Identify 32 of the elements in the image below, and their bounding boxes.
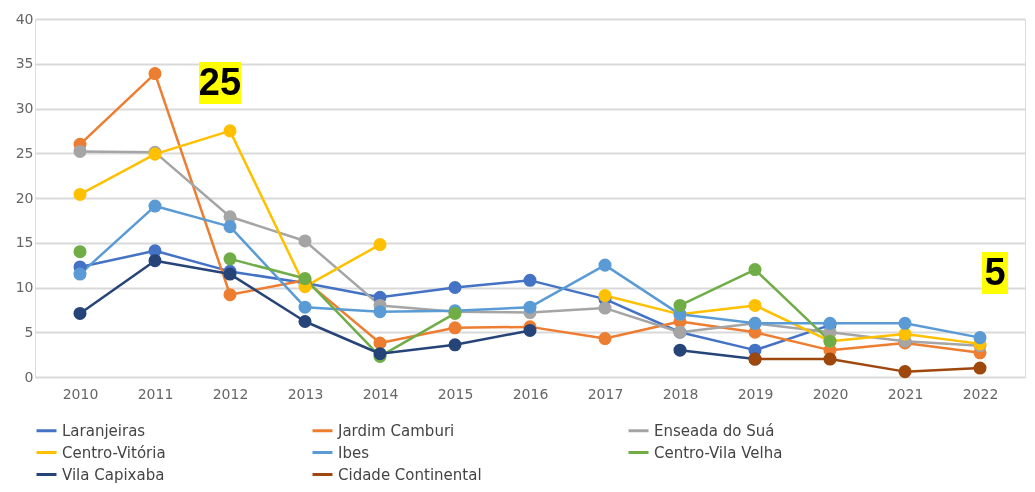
legend-label: Vila Capixaba (62, 465, 165, 484)
annotation: 25 (198, 61, 242, 103)
x-tick-label: 2019 (737, 385, 774, 402)
x-tick-label: 2018 (662, 385, 699, 402)
legend-label: Enseada do Suá (654, 421, 775, 440)
legend-label: Ibes (338, 443, 370, 462)
x-tick-label: 2011 (137, 385, 174, 402)
x-tick-label: 2021 (887, 385, 924, 402)
y-tick-label: 5 (24, 323, 34, 340)
x-tick-label: 2015 (437, 385, 474, 402)
y-tick-label: 15 (15, 234, 34, 251)
x-tick-label: 2014 (362, 385, 399, 402)
legend-label: Laranjeiras (62, 421, 146, 440)
x-tick-label: 2020 (812, 385, 849, 402)
y-tick-label: 20 (15, 189, 34, 206)
y-tick-label: 25 (15, 144, 34, 161)
y-tick-label: 40 (15, 10, 34, 27)
y-tick-label: 35 (15, 55, 34, 72)
x-tick-label: 2012 (212, 385, 249, 402)
y-tick-label: 0 (24, 368, 34, 385)
y-tick-label: 10 (15, 279, 34, 295)
x-tick-label: 2017 (587, 385, 624, 402)
y-tick-label: 30 (15, 100, 34, 116)
x-tick-label: 2013 (287, 385, 324, 402)
legend-label: Cidade Continental (338, 465, 482, 484)
legend-label: Centro-Vila Velha (654, 443, 783, 462)
x-tick-label: 2016 (512, 385, 549, 402)
annotation: 5 (984, 251, 1006, 293)
legend-label: Centro-Vitória (62, 443, 166, 462)
legend-label: Jardim Camburi (337, 421, 455, 440)
x-tick-label: 2010 (62, 385, 99, 402)
x-tick-label: 2022 (962, 385, 999, 402)
